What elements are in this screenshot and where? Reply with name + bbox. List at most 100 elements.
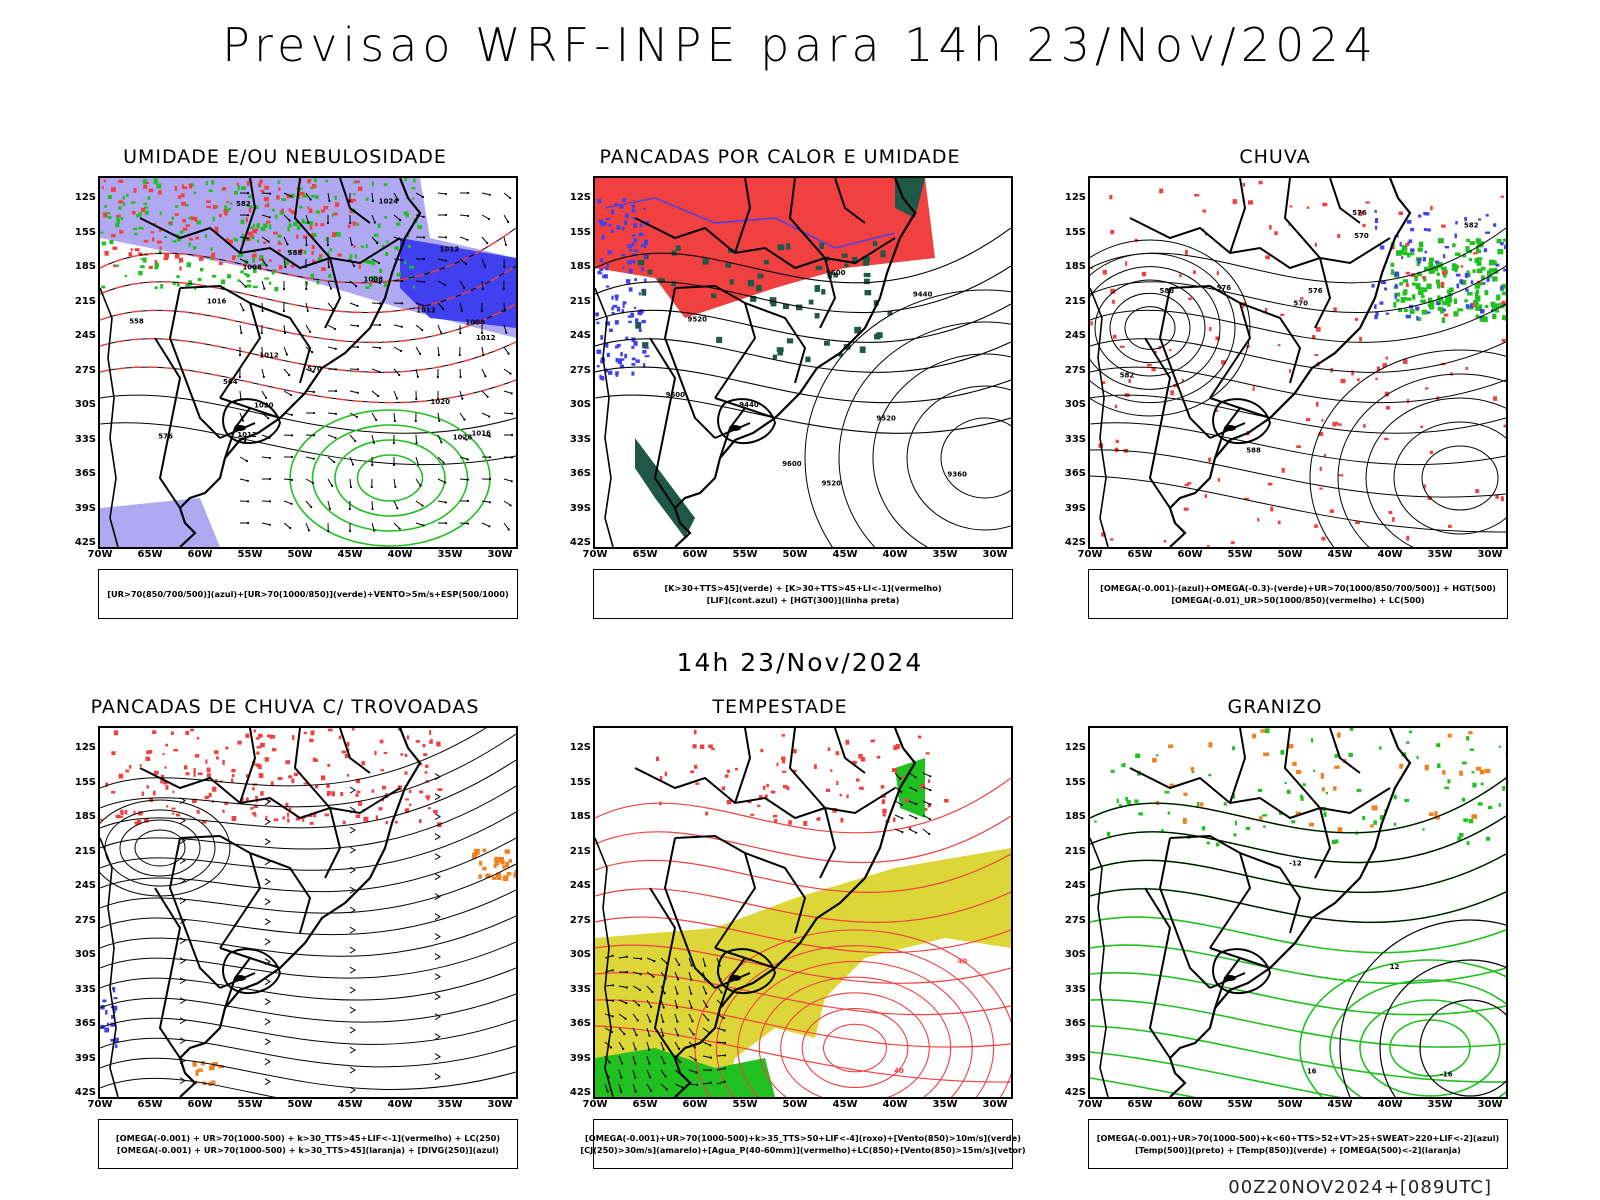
legend-line: [UR>70(850/700/500)](azul)+[UR>70(1000/8… (107, 589, 509, 599)
contour-label: 40 (958, 958, 968, 966)
main-title: Previsao WRF-INPE para 14h 23/Nov/2024 (222, 18, 1378, 72)
map-trovoadas (98, 726, 518, 1099)
contour-label: 9440 (913, 290, 933, 298)
latitude-label: 30S (74, 399, 96, 410)
latitude-label: 24S (1064, 330, 1086, 341)
legend-box: [OMEGA(-0.001)+UR>70(1000-500)+k<60+TTS>… (1088, 1119, 1508, 1169)
latitude-label: 30S (569, 949, 591, 960)
contour-label: 9360 (947, 471, 967, 479)
latitude-label: 27S (569, 914, 591, 926)
latitude-label: 15S (1064, 226, 1086, 238)
contour-label: 9520 (687, 316, 707, 324)
longitude-label: 65W (1127, 1099, 1153, 1110)
latitude-label: 42S (569, 1087, 591, 1098)
longitude-label: 45W (832, 549, 858, 560)
latitude-label: 36S (569, 1018, 591, 1029)
longitude-label: 50W (1277, 549, 1303, 560)
latitude-axis: 12S 15S 18S 21S 24S 27S 30S 33S 36S 39S 42S (64, 726, 98, 1099)
contour-label: -16 (1440, 1070, 1453, 1078)
latitude-label: 42S (1064, 1087, 1086, 1098)
longitude-label: 60W (187, 1099, 213, 1110)
contour-label: 1008 (242, 264, 262, 272)
longitude-label: 60W (1177, 549, 1203, 560)
latitude-axis: 12S 15S 18S 21S 24S 27S 30S 33S 36S 39S 42S (1054, 176, 1088, 549)
latitude-label: 39S (1064, 1052, 1086, 1064)
latitude-label: 12S (74, 742, 96, 753)
contour-label: 1012 (440, 246, 460, 254)
map-canvas: 1008 1008 1008 1012 1012 1016 1020 1024 1028 1012… (100, 178, 516, 547)
latitude-label: 18S (74, 261, 96, 272)
latitude-label: 12S (569, 192, 591, 203)
longitude-axis: 70W 65W 60W 55W 50W 45W 40W 35W 30W (583, 549, 1013, 563)
contour-label: 1020 (254, 401, 274, 409)
longitude-label: 70W (582, 1099, 608, 1110)
latitude-label: 36S (569, 468, 591, 479)
map-umidade: 1008 1008 1008 1012 1012 1016 1020 1024 1028 1012… (98, 176, 518, 549)
latitude-label: 18S (74, 811, 96, 822)
latitude-label: 21S (74, 295, 96, 307)
latitude-label: 39S (1064, 502, 1086, 514)
latitude-label: 15S (569, 776, 591, 788)
contour-label: 558 (129, 318, 144, 326)
map-canvas: 40 40 (595, 728, 1011, 1097)
sub-title: 14h 23/Nov/2024 (676, 648, 924, 677)
map-pancadas-calor: 9600 9520 9440 9600 9520 9600 9440 9360 9520 (593, 176, 1013, 549)
latitude-label: 27S (74, 364, 96, 376)
contour-label: 588 (288, 249, 303, 257)
legend-line: [K>30+TTS>45](verde) + [K>30+TTS>45+LI<-… (664, 583, 942, 593)
latitude-label: 42S (1064, 537, 1086, 548)
latitude-label: 27S (1064, 914, 1086, 926)
longitude-label: 50W (287, 549, 313, 560)
longitude-label: 30W (1477, 1099, 1503, 1110)
legend-box: [OMEGA(-0.001)-(azul)+OMEGA(-0.3)-(verde… (1088, 569, 1508, 619)
latitude-label: 15S (569, 226, 591, 238)
contour-label: 9600 (826, 269, 846, 277)
longitude-label: 40W (387, 1099, 413, 1110)
longitude-label: 70W (1077, 549, 1103, 560)
longitude-label: 45W (1327, 549, 1353, 560)
latitude-label: 30S (1064, 399, 1086, 410)
longitude-label: 35W (437, 549, 463, 560)
longitude-label: 35W (1427, 549, 1453, 560)
longitude-label: 40W (1377, 549, 1403, 560)
latitude-label: 24S (1064, 880, 1086, 891)
longitude-label: 70W (87, 549, 113, 560)
contour-label: 1008 (465, 319, 485, 327)
map-granizo: -12 -16 12 16 (1088, 726, 1508, 1099)
latitude-label: 15S (1064, 776, 1086, 788)
latitude-axis: 12S 15S 18S 21S 24S 27S 30S 33S 36S 39S 42S (559, 176, 593, 549)
latitude-label: 39S (569, 1052, 591, 1064)
latitude-label: 30S (569, 399, 591, 410)
longitude-label: 60W (187, 549, 213, 560)
latitude-label: 42S (74, 1087, 96, 1098)
longitude-label: 35W (1427, 1099, 1453, 1110)
legend-line: [OMEGA(-0.001) + UR>70(1000-500) + k>30_… (115, 1133, 501, 1143)
latitude-label: 42S (569, 537, 591, 548)
run-timestamp: 00Z20NOV2024+[089UTC] (1228, 1177, 1492, 1198)
latitude-label: 30S (1064, 949, 1086, 960)
longitude-label: 45W (337, 549, 363, 560)
contour-label: 1016 (472, 429, 492, 437)
latitude-label: 24S (74, 880, 96, 891)
longitude-label: 55W (732, 1099, 758, 1110)
longitude-label: 45W (832, 1099, 858, 1110)
latitude-label: 36S (74, 468, 96, 479)
longitude-label: 30W (1477, 549, 1503, 560)
longitude-axis: 70W 65W 60W 55W 50W 45W 40W 35W 30W (583, 1099, 1013, 1113)
longitude-label: 40W (387, 549, 413, 560)
latitude-label: 36S (1064, 468, 1086, 479)
latitude-label: 27S (74, 914, 96, 926)
latitude-label: 33S (1064, 983, 1086, 995)
panel-title: CHUVA (1239, 146, 1311, 168)
contour-label: 1012 (416, 307, 436, 315)
latitude-label: 36S (74, 1018, 96, 1029)
latitude-label: 27S (1064, 364, 1086, 376)
longitude-label: 30W (487, 1099, 513, 1110)
longitude-axis: 70W 65W 60W 55W 50W 45W 40W 35W 30W (88, 549, 518, 563)
panel-title: GRANIZO (1227, 696, 1323, 718)
longitude-label: 65W (137, 1099, 163, 1110)
latitude-label: 21S (569, 845, 591, 857)
legend-line: [OMEGA(-0.001)-(azul)+OMEGA(-0.3)-(verde… (1100, 583, 1496, 593)
latitude-axis: 12S 15S 18S 21S 24S 27S 30S 33S 36S 39S 42S (1054, 726, 1088, 1099)
latitude-label: 24S (569, 330, 591, 341)
